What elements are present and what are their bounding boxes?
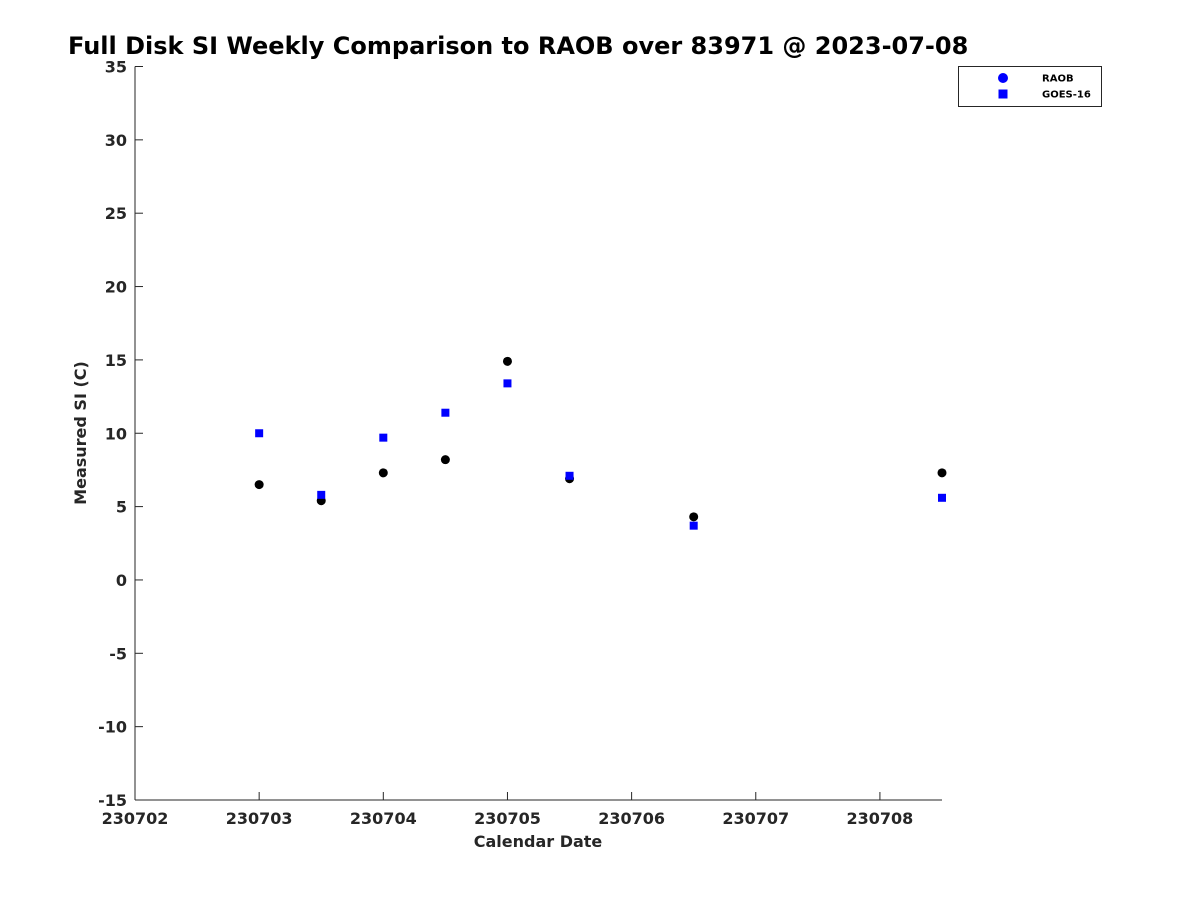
x-tick-label: 230708 — [847, 809, 914, 828]
raob-point — [254, 480, 264, 490]
raob-point — [378, 468, 388, 478]
y-tick-label: -10 — [98, 718, 127, 737]
y-tick-label: 10 — [105, 424, 127, 443]
goes-16-point — [938, 493, 946, 502]
y-tick-label: 0 — [116, 571, 127, 590]
goes-16-point — [689, 521, 698, 530]
legend: RAOB GOES-16 — [958, 66, 1102, 107]
legend-goes-16-label: GOES-16 — [1042, 90, 1091, 101]
legend-raob-marker — [998, 73, 1008, 83]
y-ticks: 35 30 25 20 15 10 5 0 -5 -10 -15 — [98, 58, 143, 810]
y-tick-label: 15 — [105, 351, 127, 370]
y-tick-label: 35 — [105, 58, 127, 77]
y-tick-label: -5 — [109, 644, 127, 663]
legend-goes-16-marker — [998, 89, 1008, 99]
y-tick-label: 5 — [116, 498, 127, 517]
x-tick-label: 230704 — [350, 809, 417, 828]
goes-16-point — [441, 408, 450, 417]
chart-title: Full Disk SI Weekly Comparison to RAOB o… — [68, 32, 968, 60]
x-tick-label: 230707 — [722, 809, 789, 828]
goes-16-point — [255, 429, 264, 438]
x-tick-label: 230702 — [102, 809, 169, 828]
x-ticks: 230702 230703 230704 230705 230706 230707 2307… — [102, 792, 914, 828]
legend-box — [958, 66, 1102, 107]
y-tick-label: 30 — [105, 131, 127, 150]
raob-point — [440, 455, 450, 465]
raob-point — [937, 468, 947, 478]
goes-16-point — [379, 433, 388, 442]
legend-raob-label: RAOB — [1042, 74, 1074, 85]
x-axis-label: Calendar Date — [474, 832, 603, 851]
goes-16-point — [565, 471, 574, 480]
y-axis-label: Measured SI (C) — [71, 361, 90, 505]
x-tick-label: 230703 — [226, 809, 293, 828]
x-tick-label: 230705 — [474, 809, 541, 828]
y-tick-label: 25 — [105, 204, 127, 223]
goes-16-point — [317, 490, 326, 499]
goes-16-point — [503, 379, 512, 388]
y-tick-label: 20 — [105, 278, 127, 297]
data-points — [254, 356, 947, 530]
y-tick-label: -15 — [98, 791, 127, 810]
raob-point — [689, 512, 699, 522]
x-tick-label: 230706 — [598, 809, 665, 828]
raob-point — [502, 356, 512, 366]
